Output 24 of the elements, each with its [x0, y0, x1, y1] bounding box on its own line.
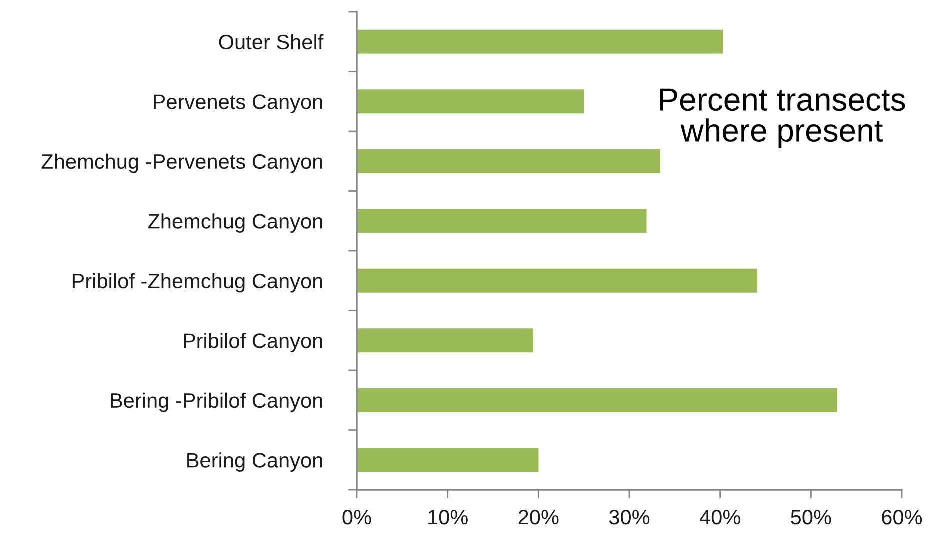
bar [357, 328, 534, 353]
annotation: Percent transects where present [660, 88, 906, 148]
x-tick-label: 30% [609, 510, 650, 525]
x-tick-label: 60% [882, 510, 922, 525]
bar [357, 149, 660, 174]
y-tick-label: Bering Canyon [188, 452, 322, 472]
y-tick-label: Pribilof -Zhemchug Canyon [72, 273, 322, 293]
x-tick-label: 50% [791, 510, 832, 525]
y-tick-label: Zhemchug Canyon [148, 214, 322, 233]
x-tick-label: 10% [428, 510, 468, 525]
bar [357, 388, 838, 412]
y-tick-label: Zhemchug -Pervenets Canyon [42, 154, 322, 174]
x-tick-label: 0% [342, 510, 372, 525]
y-tick-label: Outer Shelf [219, 34, 324, 50]
x-tick-label: 20% [518, 510, 559, 525]
bar [357, 90, 584, 114]
x-tick-label: 40% [700, 510, 740, 525]
y-tick-label: Pervenets Canyon [154, 94, 322, 114]
bar [357, 448, 539, 472]
bar [357, 268, 758, 293]
y-tick-label: Bering -Pribilof Canyon [111, 392, 322, 412]
bar [357, 30, 724, 54]
y-tick-label: Pribilof Canyon [184, 333, 322, 352]
bar [357, 209, 647, 234]
